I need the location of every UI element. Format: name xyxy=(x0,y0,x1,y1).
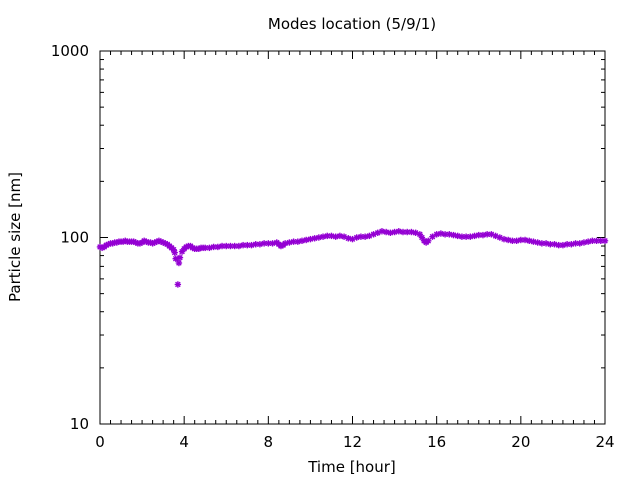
y-tick-label: 100 xyxy=(60,229,89,247)
chart-title: Modes location (5/9/1) xyxy=(268,15,436,33)
data-point xyxy=(378,228,386,235)
data-point xyxy=(175,259,183,267)
data-point xyxy=(303,236,310,244)
data-point xyxy=(458,233,466,240)
data-point xyxy=(479,231,487,239)
minor-ticks xyxy=(100,51,605,424)
data-point xyxy=(441,231,449,238)
x-axis-ticks: 0 4 8 12 16 20 24 xyxy=(95,51,615,451)
data-point xyxy=(429,233,436,240)
data-point xyxy=(319,233,327,240)
data-point xyxy=(467,233,474,240)
data-point xyxy=(174,281,182,288)
data-points xyxy=(96,228,609,288)
data-point xyxy=(500,235,508,243)
data-point xyxy=(555,241,562,249)
data-point xyxy=(395,228,402,235)
y-axis-label: Particle size [nm] xyxy=(6,172,24,302)
data-point xyxy=(517,236,525,244)
x-tick-label: 12 xyxy=(343,433,362,451)
y-tick-label: 10 xyxy=(70,415,89,433)
data-point xyxy=(471,232,478,240)
x-tick-label: 24 xyxy=(595,433,614,451)
data-point xyxy=(171,249,178,256)
data-point xyxy=(176,254,184,261)
data-point xyxy=(361,233,369,240)
data-point xyxy=(353,234,360,241)
data-point xyxy=(328,232,335,240)
x-tick-label: 16 xyxy=(427,433,446,451)
data-point xyxy=(521,236,529,244)
data-point xyxy=(437,230,445,237)
y-tick-label: 1000 xyxy=(51,42,89,60)
data-point xyxy=(450,231,457,239)
data-point xyxy=(601,237,609,245)
data-point xyxy=(433,231,440,238)
x-tick-label: 20 xyxy=(511,433,530,451)
x-tick-label: 0 xyxy=(95,433,105,451)
x-axis-label: Time [hour] xyxy=(307,458,396,476)
data-point xyxy=(336,232,344,240)
data-point xyxy=(454,232,461,240)
data-point xyxy=(315,234,323,241)
data-point xyxy=(446,231,453,238)
data-point xyxy=(311,235,318,242)
data-point xyxy=(214,243,222,251)
data-point xyxy=(345,235,352,242)
data-point xyxy=(227,242,234,250)
data-point xyxy=(425,237,432,245)
data-point xyxy=(391,228,398,236)
data-point xyxy=(547,241,554,248)
data-point xyxy=(265,240,272,247)
data-point xyxy=(387,229,394,236)
data-point xyxy=(307,235,314,243)
x-tick-label: 4 xyxy=(179,433,189,451)
data-point xyxy=(408,228,415,236)
data-point xyxy=(252,241,259,248)
data-point xyxy=(286,239,293,246)
data-point xyxy=(248,241,255,249)
data-point xyxy=(332,233,339,240)
data-point xyxy=(382,228,390,236)
y-axis-ticks: 10 100 1000 xyxy=(51,42,605,433)
data-point xyxy=(399,228,407,236)
x-tick-label: 8 xyxy=(264,433,274,451)
